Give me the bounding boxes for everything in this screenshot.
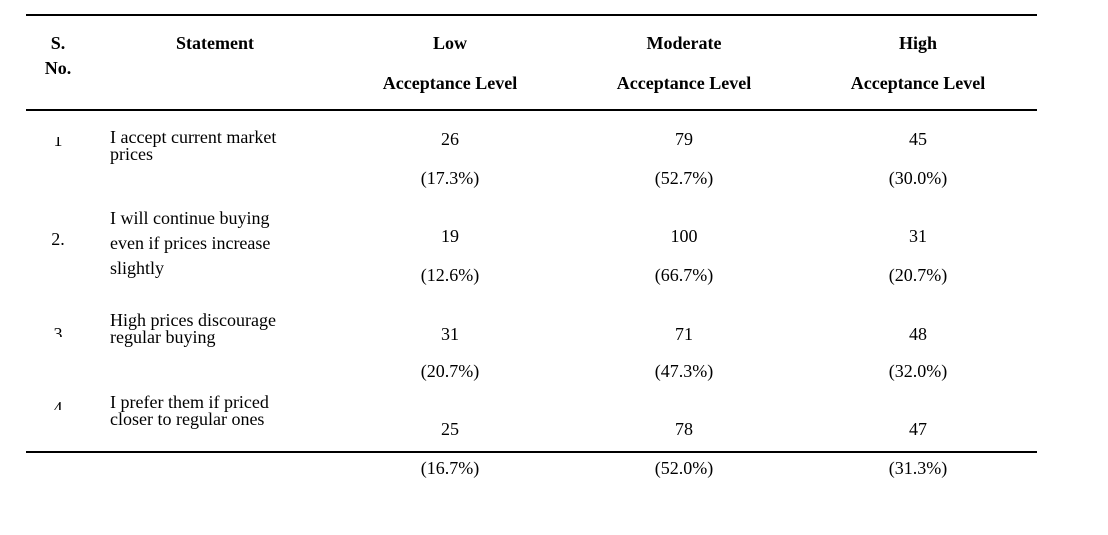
row2-statement-line3: slightly — [110, 258, 165, 278]
row4-statement: I prefer them if priced closer to regula… — [110, 392, 350, 429]
column-header-sno: S. No. — [36, 33, 80, 79]
row2-serial-number: 2. — [51, 229, 65, 249]
row4-low-count: 25 — [441, 419, 459, 439]
row4-moderate-count: 78 — [675, 419, 693, 439]
row1-serial-number: 1 — [53, 137, 63, 148]
row3-moderate-percent: (47.3%) — [654, 361, 714, 381]
column-header-moderate-acceptance: Moderate Acceptance Level — [589, 33, 779, 94]
row2-statement-line2: even if prices increase — [110, 233, 271, 253]
row3-high-count: 48 — [909, 324, 927, 344]
column-header-moderate-line1: Moderate — [646, 33, 722, 53]
column-header-sno-line1: S. — [50, 33, 66, 53]
row3-moderate-count: 71 — [675, 324, 693, 344]
column-header-sno-line2: No. — [44, 58, 72, 78]
row3-statement-line1: High prices discourage — [110, 310, 276, 330]
row1-statement: I accept current market prices — [110, 127, 350, 164]
row4-serial-number: 4 — [53, 398, 63, 410]
row4-moderate-percent: (52.0%) — [654, 458, 714, 478]
column-header-low-line2: Acceptance Level — [382, 73, 518, 93]
table-top-border — [26, 14, 1037, 16]
row4-high-count: 47 — [909, 419, 927, 439]
row1-moderate-percent: (52.7%) — [654, 168, 714, 188]
column-header-low-acceptance: Low Acceptance Level — [355, 33, 545, 94]
row3-high-percent: (32.0%) — [888, 361, 948, 381]
row3-low-percent: (20.7%) — [420, 361, 480, 381]
row1-moderate-count: 79 — [675, 129, 693, 149]
row1-low-count: 26 — [441, 129, 459, 149]
column-header-statement: Statement — [176, 33, 254, 53]
row1-statement-line1: I accept current market — [110, 127, 277, 147]
row2-low-percent: (12.6%) — [420, 265, 480, 285]
column-header-high-acceptance: High Acceptance Level — [823, 33, 1013, 94]
row1-statement-line2: prices — [110, 144, 153, 164]
row1-high-count: 45 — [909, 129, 927, 149]
row2-moderate-percent: (66.7%) — [654, 265, 714, 285]
row4-low-percent: (16.7%) — [420, 458, 480, 478]
row3-serial-number: 3 — [53, 324, 63, 337]
row1-low-percent: (17.3%) — [420, 168, 480, 188]
row3-statement-line2: regular buying — [110, 327, 216, 347]
table-bottom-border — [26, 451, 1037, 453]
row2-low-count: 19 — [441, 226, 459, 246]
row1-high-percent: (30.0%) — [888, 168, 948, 188]
row4-high-percent: (31.3%) — [888, 458, 948, 478]
column-header-high-line1: High — [898, 33, 937, 53]
row4-statement-line1: I prefer them if priced — [110, 392, 269, 412]
row2-statement-line1: I will continue buying — [110, 208, 270, 228]
row4-statement-line2: closer to regular ones — [110, 409, 265, 429]
column-header-low-line1: Low — [432, 33, 467, 53]
table-header-border — [26, 109, 1037, 111]
row2-high-percent: (20.7%) — [888, 265, 948, 285]
row2-high-count: 31 — [909, 226, 927, 246]
column-header-high-line2: Acceptance Level — [850, 73, 986, 93]
column-header-moderate-line2: Acceptance Level — [616, 73, 752, 93]
row2-moderate-count: 100 — [670, 226, 698, 246]
row2-statement: I will continue buying even if prices in… — [110, 206, 350, 281]
row3-low-count: 31 — [441, 324, 459, 344]
row3-statement: High prices discourage regular buying — [110, 310, 350, 347]
